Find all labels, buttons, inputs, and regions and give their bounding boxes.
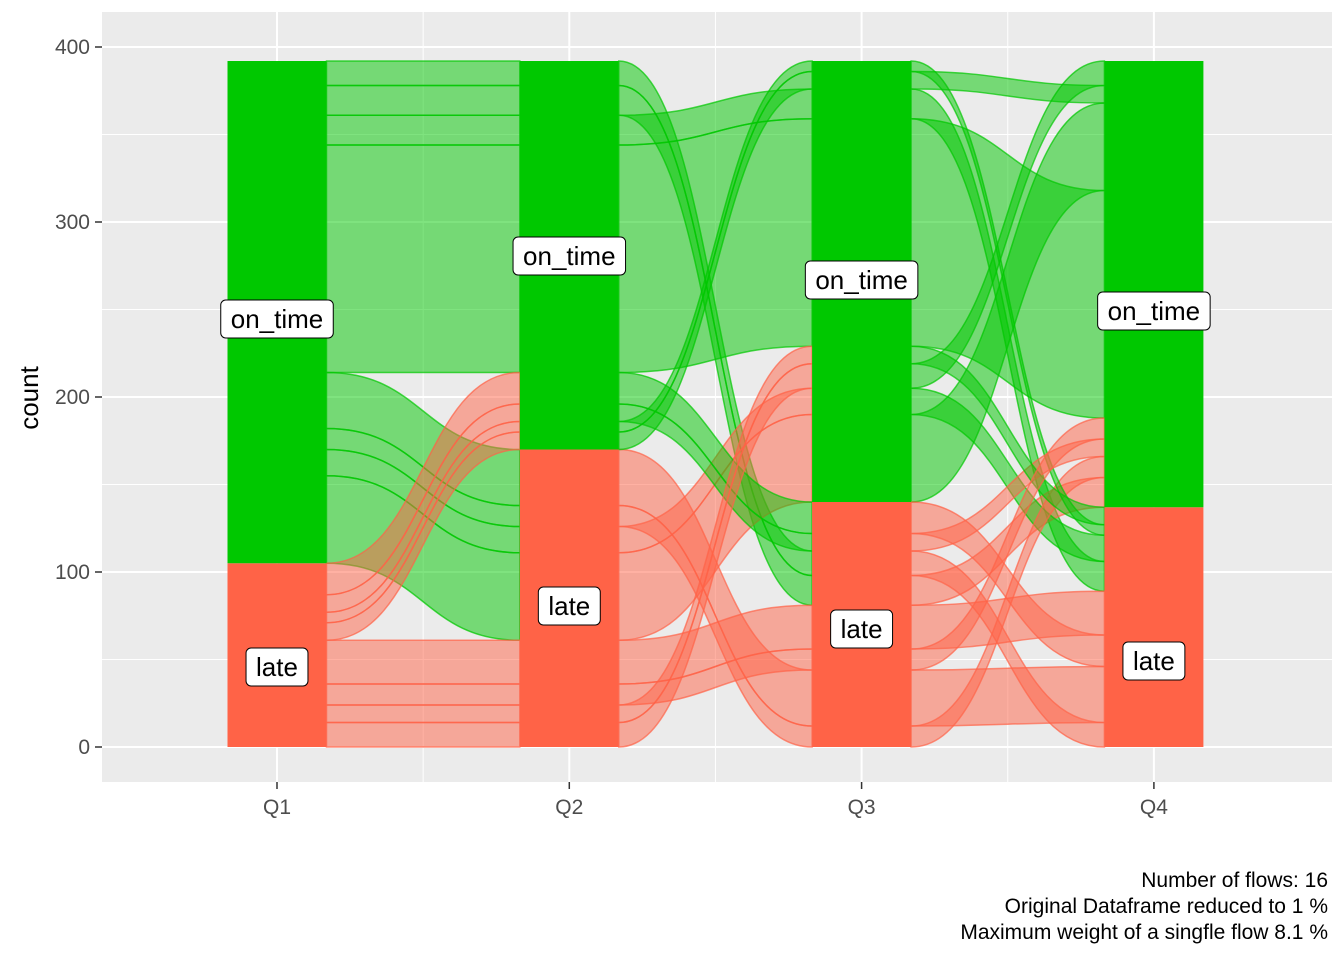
y-tick-label: 200 bbox=[55, 386, 90, 409]
y-tick-label: 300 bbox=[55, 211, 90, 234]
flow-ribbon bbox=[325, 60, 521, 87]
caption-line-1: Number of flows: 16 bbox=[1141, 869, 1328, 892]
x-tick-label-q1: Q1 bbox=[263, 796, 291, 819]
stratum-label-late-q1: late bbox=[245, 647, 309, 687]
stratum-label-late-q4: late bbox=[1122, 641, 1186, 681]
svg-text:on_time: on_time bbox=[1108, 296, 1201, 326]
svg-text:on_time: on_time bbox=[815, 265, 908, 295]
svg-text:on_time: on_time bbox=[231, 304, 324, 334]
stratum-label-on-time-q4: on_time bbox=[1097, 291, 1211, 331]
stratum-on-time-q4 bbox=[1104, 61, 1204, 508]
stratum-late-q4 bbox=[1104, 507, 1204, 747]
stratum-label-on-time-q1: on_time bbox=[220, 299, 334, 339]
stratum-label-on-time-q2: on_time bbox=[512, 236, 627, 276]
caption-line-3: Maximum weight of a singfle flow 8.1 % bbox=[960, 921, 1328, 944]
x-tick-label-q4: Q4 bbox=[1140, 796, 1168, 819]
y-tick-label: 0 bbox=[78, 736, 90, 759]
y-tick-label: 400 bbox=[55, 36, 90, 59]
flow-ribbon bbox=[325, 721, 521, 748]
x-tick-label-q2: Q2 bbox=[555, 796, 583, 819]
flow-ribbon bbox=[325, 144, 521, 374]
svg-text:on_time: on_time bbox=[523, 241, 616, 271]
flow-ribbon bbox=[910, 665, 1106, 727]
flows bbox=[325, 60, 1106, 748]
x-axis: Q1 Q2 Q3 Q4 bbox=[263, 782, 1168, 819]
y-axis-title: count bbox=[14, 365, 44, 429]
flow-ribbon bbox=[325, 84, 521, 117]
flow-ribbon bbox=[325, 114, 521, 146]
stratum-label-late-q3: late bbox=[830, 609, 894, 649]
x-tick-label-q3: Q3 bbox=[848, 796, 876, 819]
stratum-label-late-q2: late bbox=[537, 586, 601, 626]
flow-ribbon bbox=[325, 683, 521, 706]
svg-text:late: late bbox=[548, 591, 590, 621]
svg-text:late: late bbox=[1133, 646, 1175, 676]
y-tick-label: 100 bbox=[55, 561, 90, 584]
svg-text:late: late bbox=[256, 652, 298, 682]
stratum-label-on-time-q3: on_time bbox=[804, 260, 919, 300]
caption-line-2: Original Dataframe reduced to 1 % bbox=[1004, 895, 1328, 918]
svg-text:late: late bbox=[841, 614, 883, 644]
y-axis: 0 100 200 300 400 bbox=[55, 36, 102, 759]
flow-ribbon bbox=[325, 639, 521, 685]
flow-ribbon bbox=[325, 704, 521, 724]
